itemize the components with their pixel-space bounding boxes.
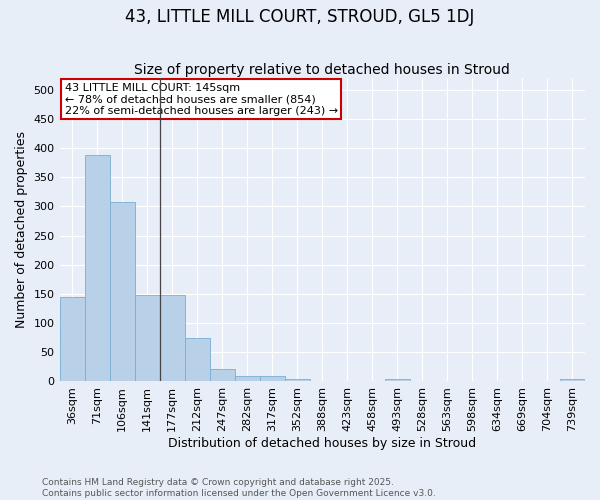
Bar [110,202,134,382]
Bar [160,294,185,382]
Text: 43 LITTLE MILL COURT: 145sqm
← 78% of detached houses are smaller (854)
22% of s: 43 LITTLE MILL COURT: 145sqm ← 78% of de… [65,82,338,116]
Bar [59,297,85,382]
Bar [85,155,110,382]
Bar [385,378,410,382]
X-axis label: Distribution of detached houses by size in Stroud: Distribution of detached houses by size … [168,437,476,450]
Text: 43, LITTLE MILL COURT, STROUD, GL5 1DJ: 43, LITTLE MILL COURT, STROUD, GL5 1DJ [125,8,475,26]
Bar [235,376,260,382]
Title: Size of property relative to detached houses in Stroud: Size of property relative to detached ho… [134,63,510,77]
Y-axis label: Number of detached properties: Number of detached properties [15,132,28,328]
Bar [285,378,310,382]
Bar [260,376,285,382]
Bar [560,378,585,382]
Text: Contains HM Land Registry data © Crown copyright and database right 2025.
Contai: Contains HM Land Registry data © Crown c… [42,478,436,498]
Bar [209,368,235,382]
Bar [134,294,160,382]
Bar [185,338,209,382]
